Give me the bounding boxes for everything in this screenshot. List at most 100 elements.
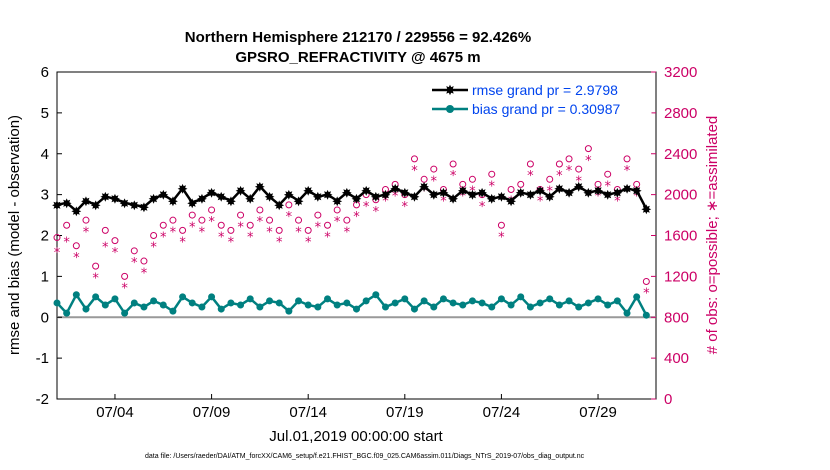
bias-point: [391, 299, 399, 307]
bias-point: [285, 307, 293, 315]
assimilated-obs-point: *: [595, 190, 602, 205]
rmse-point: ✸: [52, 199, 63, 214]
rmse-point: ✸: [351, 193, 362, 208]
rmse-point: ✸: [196, 193, 207, 208]
rmse-point: ✸: [380, 189, 391, 204]
assimilated-obs-point: *: [92, 271, 99, 286]
y2-tick-label: 1600: [664, 228, 697, 245]
bias-point: [642, 311, 650, 319]
bias-point: [140, 303, 148, 311]
possible-obs-point: [208, 206, 216, 214]
rmse-point: ✸: [158, 189, 169, 204]
assimilated-obs-point: *: [54, 246, 61, 261]
bias-point: [227, 299, 235, 307]
assimilated-obs-point: *: [402, 200, 409, 215]
y-tick-label: 2: [41, 228, 49, 245]
rmse-point: ✸: [535, 185, 546, 200]
possible-obs-point: [188, 211, 196, 219]
possible-obs-point: [140, 257, 148, 265]
rmse-point: ✸: [138, 201, 149, 216]
assimilated-obs-point: *: [266, 225, 273, 240]
bias-point: [633, 293, 641, 301]
assimilated-obs-point: *: [392, 190, 399, 205]
rmse-point: ✸: [573, 180, 584, 195]
legend-bias-marker: [446, 105, 454, 113]
assimilated-obs-point: *: [150, 241, 157, 256]
possible-obs-point: [63, 221, 71, 229]
y2-tick-label: 2800: [664, 105, 697, 122]
rmse-point: ✸: [506, 195, 517, 210]
possible-obs-point: [343, 216, 351, 224]
possible-obs-point: [53, 234, 61, 242]
rmse-point: ✸: [544, 191, 555, 206]
possible-obs-point: [546, 175, 554, 183]
possible-obs-point: [536, 186, 544, 194]
bias-point: [449, 299, 457, 307]
assimilated-obs-point: *: [537, 195, 544, 210]
possible-obs-point: [285, 201, 293, 209]
possible-obs-point: [555, 160, 563, 168]
possible-obs-point: [266, 216, 274, 224]
assimilated-obs-point: *: [624, 164, 631, 179]
rmse-point: ✸: [81, 195, 92, 210]
assimilated-obs-point: *: [324, 231, 331, 246]
possible-obs-point: [314, 211, 322, 219]
x-axis-label: Jul.01,2019 00:00:00 start: [269, 428, 443, 445]
possible-obs-point: [111, 237, 119, 245]
bias-point: [439, 295, 447, 303]
possible-obs-point: [295, 216, 303, 224]
assimilated-obs-point: *: [63, 236, 70, 251]
possible-obs-point: [121, 272, 129, 280]
assimilated-obs-point: *: [112, 246, 119, 261]
assimilated-obs-point: *: [218, 231, 225, 246]
possible-obs-point: [623, 155, 631, 163]
possible-obs-point: [430, 165, 438, 173]
rmse-point: ✸: [448, 193, 459, 208]
possible-obs-point: [420, 175, 428, 183]
possible-obs-point: [130, 247, 138, 255]
bias-point: [237, 301, 245, 309]
bias-point: [188, 299, 196, 307]
bias-point: [63, 309, 71, 317]
assimilated-obs-point: *: [479, 200, 486, 215]
legend-rmse-marker: ✸: [444, 83, 456, 99]
possible-obs-point: [488, 170, 496, 178]
assimilated-obs-point: *: [575, 174, 582, 189]
possible-obs-point: [82, 216, 90, 224]
bias-point: [159, 301, 167, 309]
legend-rmse-label: rmse grand pr = 2.9798: [472, 82, 618, 98]
bias-point: [72, 291, 80, 299]
rmse-point: ✸: [438, 187, 449, 202]
y-tick-label: 5: [41, 105, 49, 122]
assimilated-obs-point: *: [141, 266, 148, 281]
rmse-point: ✸: [622, 182, 633, 197]
bias-point: [82, 305, 90, 313]
y-tick-label: 4: [41, 146, 49, 163]
bias-point: [246, 295, 254, 303]
assimilated-obs-point: *: [614, 195, 621, 210]
y2-tick-label: 2000: [664, 187, 697, 204]
bias-point: [575, 303, 583, 311]
assimilated-obs-point: *: [344, 225, 351, 240]
bias-point: [130, 299, 138, 307]
possible-obs-point: [159, 221, 167, 229]
possible-obs-point: [92, 262, 100, 270]
bias-point: [372, 291, 380, 299]
possible-obs-point: [526, 160, 534, 168]
assimilated-obs-point: *: [305, 236, 312, 251]
bias-point: [478, 299, 486, 307]
rmse-point: ✸: [361, 185, 372, 200]
rmse-point: ✸: [554, 182, 565, 197]
possible-obs-point: [381, 186, 389, 194]
assimilated-obs-point: *: [489, 179, 496, 194]
possible-obs-point: [101, 226, 109, 234]
bias-point: [613, 297, 621, 305]
bias-point: [565, 297, 573, 305]
y2-tick-label: 1200: [664, 268, 697, 285]
y-tick-label: -1: [36, 350, 49, 367]
rmse-point: ✸: [245, 193, 256, 208]
assimilated-obs-point: *: [102, 241, 109, 256]
footnote: data file: /Users/raeder/DAI/ATM_forcXX/…: [145, 453, 585, 460]
bias-point: [304, 301, 312, 309]
possible-obs-point: [468, 175, 476, 183]
